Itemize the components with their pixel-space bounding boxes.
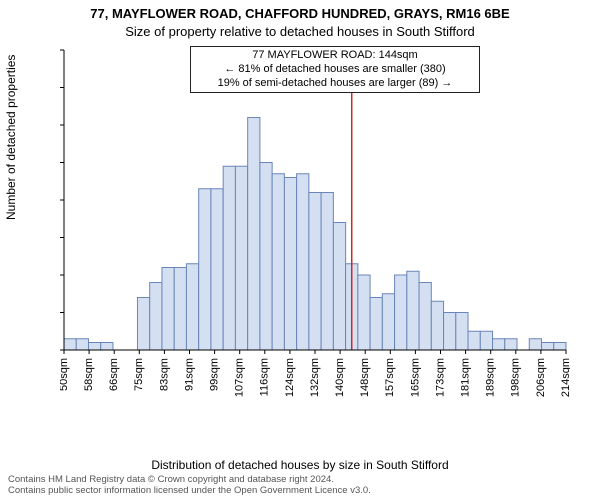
histogram-bar — [333, 223, 345, 351]
histogram-bar — [419, 283, 431, 351]
histogram-bar — [480, 331, 492, 350]
histogram-bar — [174, 268, 186, 351]
x-tick-label: 50sqm — [60, 358, 70, 391]
chart-title-line2: Size of property relative to detached ho… — [0, 24, 600, 39]
x-tick-label: 214sqm — [560, 358, 570, 397]
x-tick-label: 165sqm — [409, 358, 421, 397]
x-tick-label: 107sqm — [234, 358, 246, 397]
histogram-bar — [272, 174, 284, 350]
annotation-line3: 19% of semi-detached houses are larger (… — [195, 77, 475, 91]
histogram-bar — [370, 298, 382, 351]
histogram-chart: 77, MAYFLOWER ROAD, CHAFFORD HUNDRED, GR… — [0, 0, 600, 500]
histogram-bar — [493, 339, 505, 350]
plot-svg: 0102030405060708050sqm58sqm66sqm75sqm83s… — [60, 46, 570, 406]
histogram-bar — [358, 275, 370, 350]
histogram-bar — [235, 166, 247, 350]
histogram-bar — [248, 118, 260, 351]
histogram-bar — [468, 331, 480, 350]
y-axis-label: Number of detached properties — [4, 55, 18, 220]
x-tick-label: 83sqm — [158, 358, 170, 391]
histogram-bar — [186, 264, 198, 350]
x-tick-label: 157sqm — [384, 358, 396, 397]
histogram-bar — [137, 298, 149, 351]
histogram-bar — [321, 193, 333, 351]
histogram-bar — [529, 339, 541, 350]
histogram-bar — [542, 343, 554, 351]
x-tick-label: 75sqm — [133, 358, 145, 391]
histogram-bar — [431, 301, 443, 350]
histogram-bar — [211, 189, 223, 350]
chart-title-line1: 77, MAYFLOWER ROAD, CHAFFORD HUNDRED, GR… — [0, 6, 600, 21]
x-tick-label: 116sqm — [259, 358, 271, 396]
histogram-bar — [444, 313, 456, 351]
x-tick-label: 181sqm — [460, 358, 472, 397]
annotation-line1: 77 MAYFLOWER ROAD: 144sqm — [195, 49, 475, 63]
histogram-bar — [505, 339, 517, 350]
x-tick-label: 132sqm — [309, 358, 321, 397]
histogram-bar — [407, 271, 419, 350]
histogram-bar — [382, 294, 394, 350]
histogram-bar — [554, 343, 566, 351]
x-tick-label: 99sqm — [209, 358, 221, 391]
histogram-bar — [199, 189, 211, 350]
histogram-bar — [284, 178, 296, 351]
histogram-bar — [88, 343, 100, 351]
x-tick-label: 148sqm — [359, 358, 371, 397]
histogram-bar — [456, 313, 468, 351]
x-tick-label: 189sqm — [485, 358, 497, 397]
histogram-bar — [150, 283, 162, 351]
histogram-bar — [309, 193, 321, 351]
footer-attribution: Contains HM Land Registry data © Crown c… — [8, 475, 371, 497]
annotation-box: 77 MAYFLOWER ROAD: 144sqm ← 81% of detac… — [190, 46, 480, 93]
histogram-bar — [76, 339, 88, 350]
x-tick-label: 124sqm — [284, 358, 296, 397]
x-tick-label: 91sqm — [183, 358, 195, 391]
x-axis-label: Distribution of detached houses by size … — [0, 458, 600, 472]
histogram-bar — [260, 163, 272, 351]
histogram-bar — [395, 275, 407, 350]
annotation-line2: ← 81% of detached houses are smaller (38… — [195, 63, 475, 77]
histogram-bar — [101, 343, 113, 351]
histogram-bar — [223, 166, 235, 350]
histogram-bar — [64, 339, 76, 350]
histogram-bar — [297, 174, 309, 350]
x-tick-label: 206sqm — [535, 358, 547, 397]
histogram-bar — [162, 268, 174, 351]
x-tick-label: 58sqm — [83, 358, 95, 391]
x-tick-label: 198sqm — [510, 358, 522, 397]
footer-line2: Contains public sector information licen… — [8, 486, 371, 497]
x-tick-label: 66sqm — [108, 358, 120, 391]
plot-area: 0102030405060708050sqm58sqm66sqm75sqm83s… — [60, 46, 570, 406]
x-tick-label: 173sqm — [434, 358, 446, 397]
x-tick-label: 140sqm — [334, 358, 346, 397]
